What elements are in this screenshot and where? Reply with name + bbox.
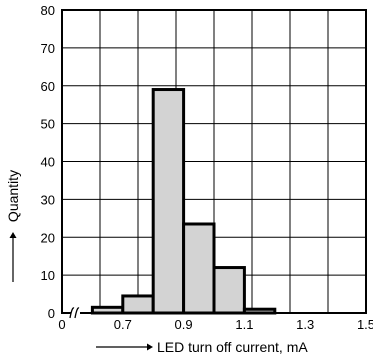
- y-tick-label: 50: [41, 117, 55, 132]
- y-tick-label: 20: [41, 230, 55, 245]
- axis-break-stroke: [74, 307, 80, 319]
- x-tick-label: 0.7: [114, 317, 132, 332]
- x-tick-label: 1.3: [296, 317, 314, 332]
- x-tick-labels: 0 0.7 0.9 1.1 1.3 1.5: [58, 317, 373, 332]
- bars-group: [90, 88, 277, 315]
- y-axis-title: Quantity: [5, 170, 21, 222]
- y-tick-label: 80: [41, 3, 55, 18]
- plot-frame: [61, 9, 367, 314]
- x-tick-label: 0.9: [175, 317, 193, 332]
- x-tick-label: 1.1: [235, 317, 253, 332]
- x-tick-label: 1.5: [357, 317, 373, 332]
- y-axis-arrow-head: [9, 232, 17, 238]
- x-axis-arrow-head: [147, 343, 153, 351]
- grid-lines: [62, 10, 366, 313]
- x-tick-label: 0: [58, 317, 65, 332]
- axis-break-stroke: [69, 307, 75, 319]
- histogram-bar-3: [151, 88, 186, 315]
- x-axis-title-group: LED turn off current, mA: [96, 339, 308, 355]
- y-tick-label: 0: [48, 306, 55, 321]
- y-tick-labels: 0 10 20 30 40 50 60 70 80: [41, 3, 55, 321]
- y-tick-label: 10: [41, 268, 55, 283]
- y-tick-label: 40: [41, 155, 55, 170]
- histogram-bar-5: [212, 266, 246, 315]
- y-tick-label: 30: [41, 192, 55, 207]
- y-tick-label: 70: [41, 41, 55, 56]
- histogram-bar-4: [182, 222, 216, 315]
- y-tick-label: 60: [41, 79, 55, 94]
- y-axis-title-group: Quantity: [5, 170, 21, 282]
- histogram-bar-2: [121, 294, 155, 315]
- axis-break-mark: [69, 307, 80, 319]
- x-axis-title: LED turn off current, mA: [157, 339, 308, 355]
